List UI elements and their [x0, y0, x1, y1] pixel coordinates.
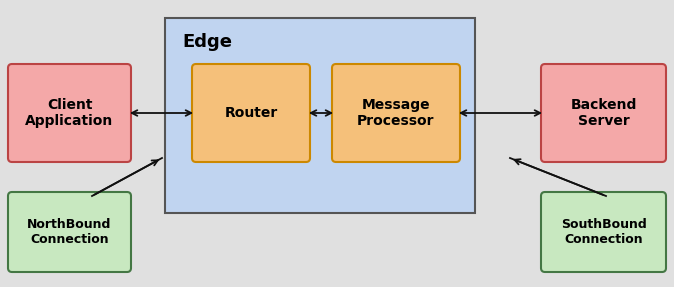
Text: NorthBound
Connection: NorthBound Connection [28, 218, 112, 246]
Text: SouthBound
Connection: SouthBound Connection [561, 218, 646, 246]
FancyBboxPatch shape [192, 64, 310, 162]
Text: Backend
Server: Backend Server [570, 98, 637, 128]
FancyBboxPatch shape [541, 192, 666, 272]
Text: Edge: Edge [182, 33, 232, 51]
FancyBboxPatch shape [8, 64, 131, 162]
FancyBboxPatch shape [541, 64, 666, 162]
FancyBboxPatch shape [8, 192, 131, 272]
Text: Client
Application: Client Application [26, 98, 114, 128]
Text: Router: Router [224, 106, 278, 120]
FancyBboxPatch shape [165, 18, 475, 213]
Text: Message
Processor: Message Processor [357, 98, 435, 128]
FancyBboxPatch shape [332, 64, 460, 162]
